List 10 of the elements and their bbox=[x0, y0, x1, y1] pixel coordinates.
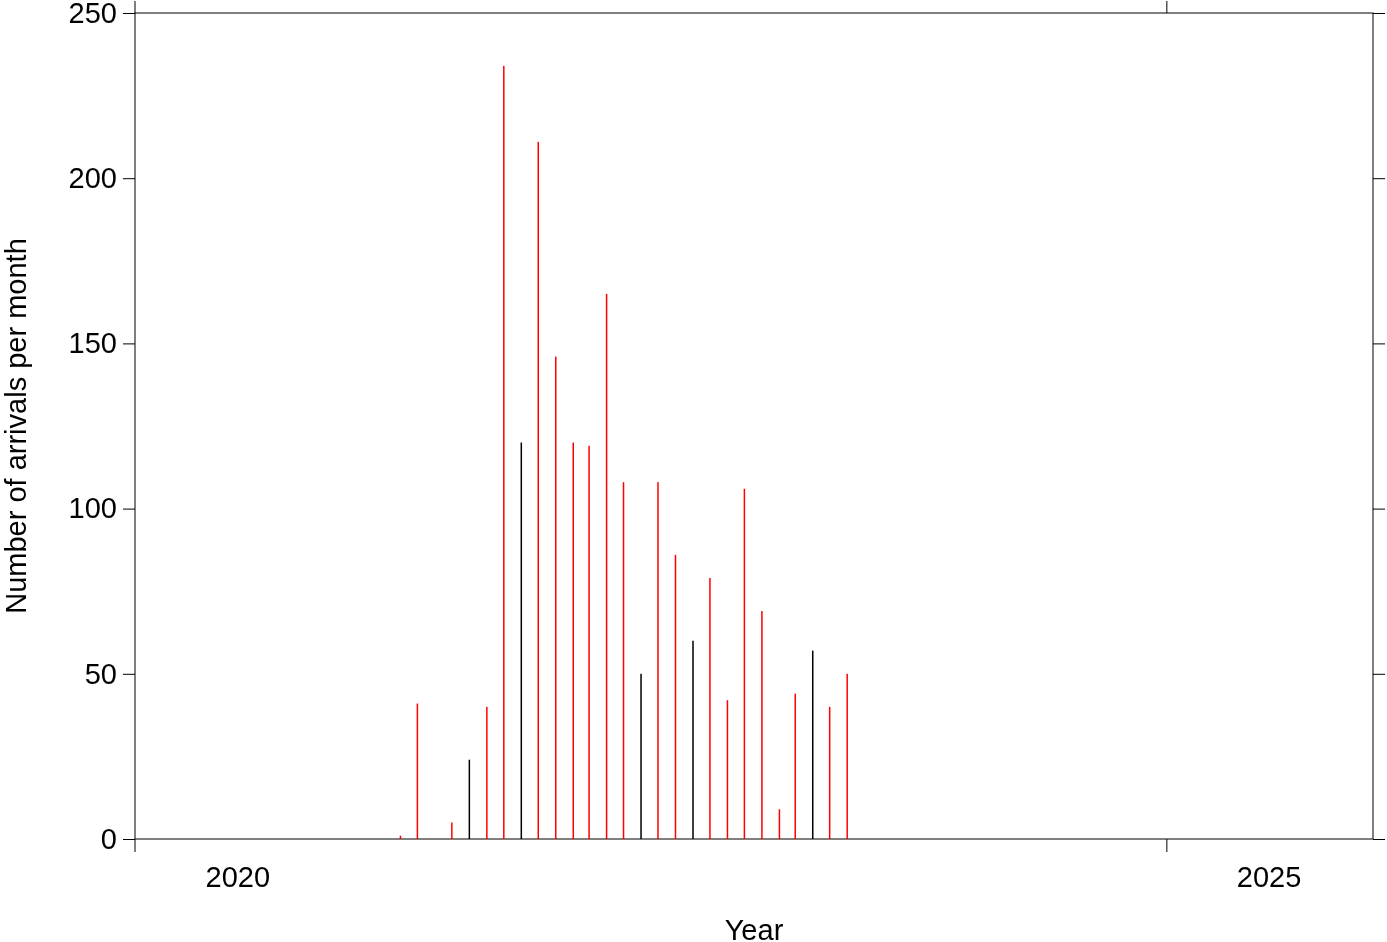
x-tick-label: 2020 bbox=[205, 861, 271, 893]
x-tick-label: 2025 bbox=[1236, 861, 1302, 893]
y-tick-label: 250 bbox=[68, 0, 117, 29]
y-axis-title: Number of arrivals per month bbox=[0, 238, 32, 614]
y-tick-label: 0 bbox=[100, 822, 117, 855]
x-axis-title: Year bbox=[724, 914, 784, 942]
y-tick-label: 150 bbox=[68, 327, 117, 360]
y-tick-label: 50 bbox=[84, 657, 117, 690]
y-tick-label: 200 bbox=[68, 161, 117, 194]
y-tick-label: 100 bbox=[68, 492, 117, 525]
